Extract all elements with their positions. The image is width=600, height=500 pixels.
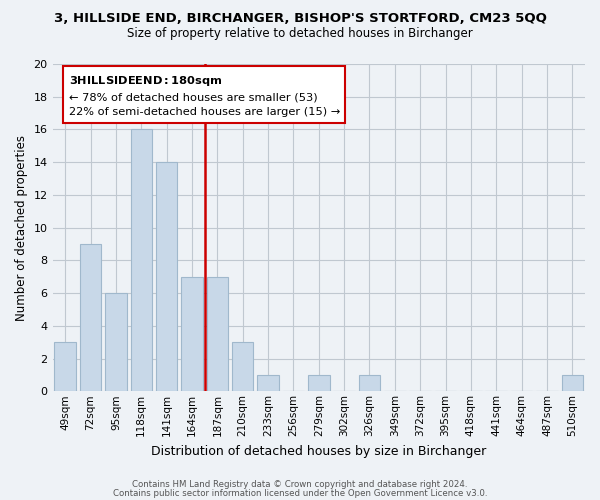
Text: $\bf{3 HILLSIDE END: 180sqm}$
← 78% of detached houses are smaller (53)
22% of s: $\bf{3 HILLSIDE END: 180sqm}$ ← 78% of d… — [68, 74, 340, 118]
Bar — [308, 375, 329, 392]
Bar — [359, 375, 380, 392]
Bar — [232, 342, 253, 392]
Text: Size of property relative to detached houses in Birchanger: Size of property relative to detached ho… — [127, 28, 473, 40]
Bar — [156, 162, 178, 392]
Text: Contains HM Land Registry data © Crown copyright and database right 2024.: Contains HM Land Registry data © Crown c… — [132, 480, 468, 489]
Bar — [55, 342, 76, 392]
Bar — [206, 276, 228, 392]
Bar — [131, 130, 152, 392]
Bar — [562, 375, 583, 392]
Text: Contains public sector information licensed under the Open Government Licence v3: Contains public sector information licen… — [113, 489, 487, 498]
Bar — [80, 244, 101, 392]
X-axis label: Distribution of detached houses by size in Birchanger: Distribution of detached houses by size … — [151, 444, 487, 458]
Y-axis label: Number of detached properties: Number of detached properties — [15, 134, 28, 320]
Bar — [257, 375, 279, 392]
Bar — [105, 293, 127, 392]
Bar — [181, 276, 203, 392]
Text: 3, HILLSIDE END, BIRCHANGER, BISHOP'S STORTFORD, CM23 5QQ: 3, HILLSIDE END, BIRCHANGER, BISHOP'S ST… — [53, 12, 547, 26]
